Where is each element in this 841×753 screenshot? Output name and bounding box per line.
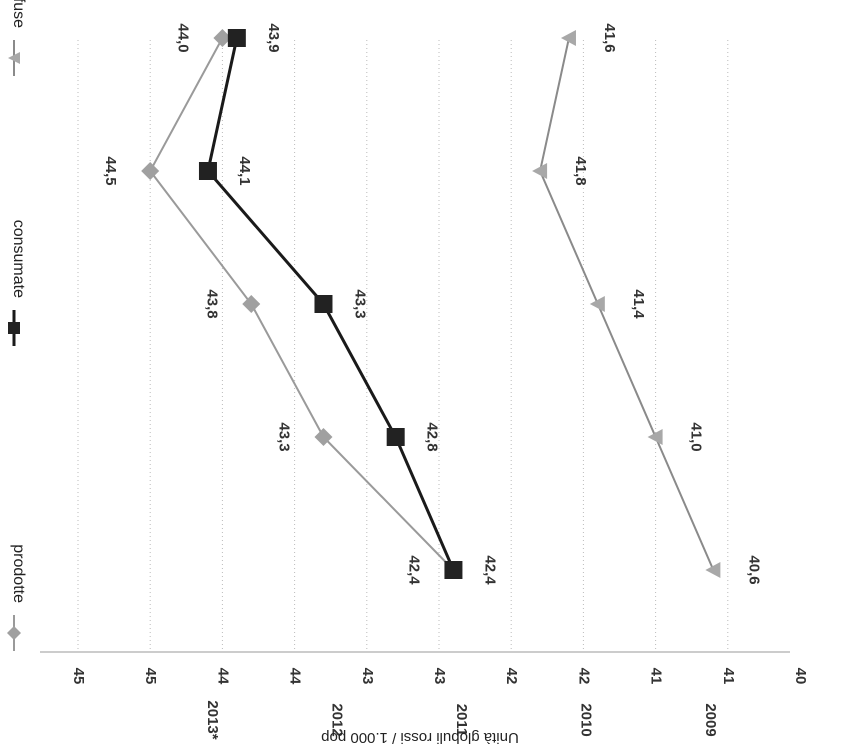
- marker-consumate-2012: [198, 162, 217, 180]
- marker-consumate-2013*: [227, 29, 246, 47]
- data-label-consumate: 44,1: [236, 156, 253, 185]
- legend-marker-prodotte: [7, 626, 21, 640]
- data-label-trasfuse: 41,8: [572, 156, 589, 185]
- y-tick-label: 42: [503, 668, 520, 685]
- legend: prodotte consumate trasfuse: [7, 0, 27, 651]
- series-lines: [149, 37, 715, 571]
- data-labels: 42,4 43,3 43,8 44,5 44,0 42,4 42,8 43,3 44,1 43,9…: [102, 23, 762, 585]
- marker-consumate-2010: [386, 428, 405, 446]
- y-tick-label: 42: [575, 668, 592, 685]
- grid-lines: [77, 40, 729, 652]
- x-tick-label: 2010: [578, 703, 595, 736]
- data-label-consumate: 42,8: [424, 422, 441, 451]
- data-label-prodotte: 43,8: [203, 289, 220, 318]
- marker-prodotte-2013*: [213, 29, 232, 47]
- legend-label-consumate: consumate: [10, 220, 27, 298]
- y-tick-label: 40: [792, 668, 809, 685]
- marker-trasfuse-2013*: [560, 30, 576, 46]
- x-tick-label: 2012: [329, 703, 346, 736]
- x-tick-label: 2011: [453, 704, 470, 737]
- y-tick-label: 41: [720, 668, 737, 685]
- series-line-prodotte: [149, 37, 455, 571]
- y-tick-label: 45: [142, 668, 159, 685]
- y-tick-label: 44: [214, 668, 231, 685]
- data-label-trasfuse: 41,0: [688, 422, 705, 451]
- y-tick-label: 43: [431, 668, 448, 685]
- marker-prodotte-2012: [141, 162, 160, 180]
- y-axis-label: Unità globuli rossi / 1.000 pop: [321, 729, 519, 746]
- y-tick-label: 41: [648, 668, 665, 685]
- data-label-prodotte: 44,5: [102, 156, 119, 185]
- tick-labels: 40 41 41 42 42 43 43 44 44 45 45 2009 2010 2011 2012 20…: [70, 668, 809, 740]
- marker-prodotte-2010: [314, 428, 333, 446]
- data-label-trasfuse: 41,6: [601, 23, 618, 52]
- data-label-prodotte: 42,4: [405, 555, 422, 585]
- x-tick-label: 2013*: [204, 700, 221, 739]
- legend-label-prodotte: prodotte: [10, 544, 27, 603]
- marker-trasfuse-2011: [589, 296, 605, 312]
- data-label-prodotte: 43,3: [276, 422, 293, 451]
- marker-consumate-2011: [314, 295, 333, 313]
- data-label-prodotte: 44,0: [174, 23, 191, 52]
- data-label-consumate: 43,3: [352, 289, 369, 318]
- y-tick-label: 43: [359, 668, 376, 685]
- y-tick-label: 45: [70, 668, 87, 685]
- data-label-trasfuse: 41,4: [630, 289, 647, 319]
- data-label-trasfuse: 40,6: [745, 555, 762, 584]
- data-label-consumate: 42,4: [481, 555, 498, 585]
- data-label-consumate: 43,9: [265, 23, 282, 52]
- series-line-trasfuse: [539, 37, 715, 571]
- y-tick-label: 44: [287, 668, 304, 685]
- x-tick-label: 2009: [702, 703, 719, 736]
- marker-trasfuse-2012: [532, 163, 548, 179]
- legend-label-trasfuse: trasfuse: [10, 0, 27, 28]
- legend-marker-trasfuse: [8, 52, 20, 64]
- marker-trasfuse-2010: [647, 429, 663, 445]
- marker-trasfuse-2009: [705, 562, 721, 578]
- marker-consumate-2009: [444, 561, 463, 579]
- series-markers: [141, 29, 721, 579]
- marker-prodotte-2011: [242, 295, 261, 313]
- legend-marker-consumate: [8, 322, 20, 334]
